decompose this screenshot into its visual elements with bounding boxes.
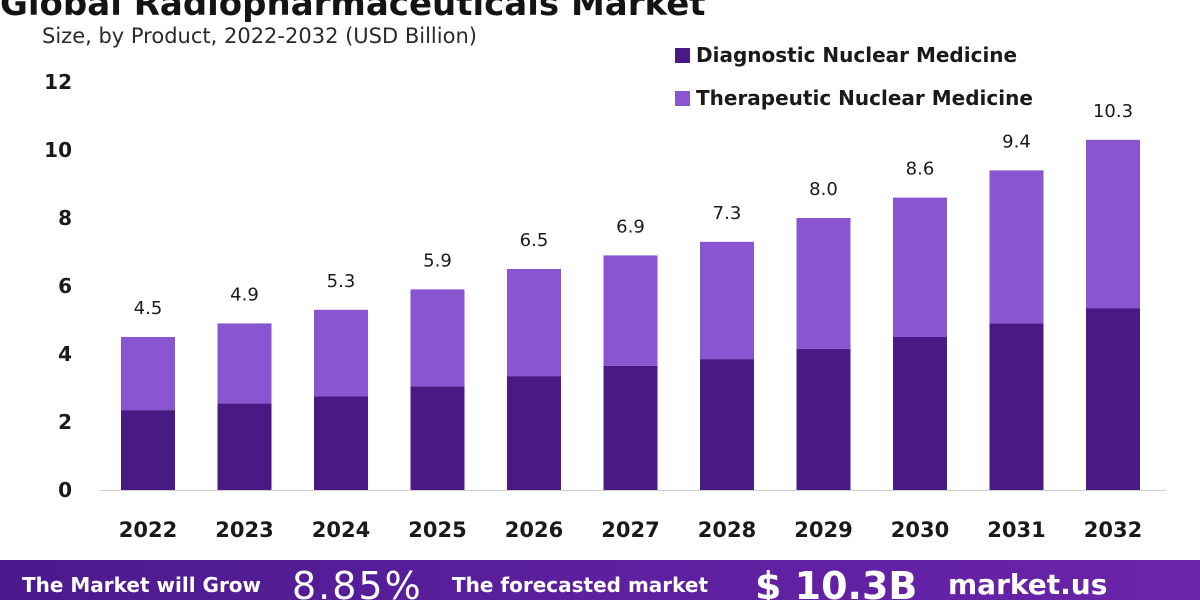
bar-diagnostic xyxy=(121,410,175,490)
x-tick-label: 2025 xyxy=(408,518,466,542)
bar-total-label: 6.9 xyxy=(616,216,645,237)
x-tick-label: 2028 xyxy=(698,518,756,542)
bar-diagnostic xyxy=(700,359,754,490)
bar-total-label: 4.5 xyxy=(134,298,163,319)
x-tick-label: 2029 xyxy=(794,518,852,542)
bar-therapeutic xyxy=(796,218,851,349)
y-tick-label: 4 xyxy=(58,342,72,366)
bar-diagnostic xyxy=(989,323,1044,490)
x-tick-label: 2032 xyxy=(1084,518,1142,542)
x-tick-label: 2030 xyxy=(891,518,949,542)
bar-therapeutic xyxy=(507,269,561,377)
y-tick-label: 10 xyxy=(44,138,72,162)
bar-diagnostic xyxy=(217,403,272,490)
y-tick-label: 2 xyxy=(58,410,72,434)
bar-total-label: 5.9 xyxy=(423,250,452,271)
chart-title: Global Radiopharmaceuticals Market xyxy=(0,0,706,22)
bar-total-label: 8.6 xyxy=(906,159,935,180)
legend-item-diagnostic: Diagnostic Nuclear Medicine xyxy=(675,43,1033,67)
x-tick-label: 2031 xyxy=(987,518,1045,542)
bar-therapeutic xyxy=(989,170,1044,324)
bar-therapeutic xyxy=(121,337,175,411)
x-tick-label: 2023 xyxy=(215,518,273,542)
bar-therapeutic xyxy=(603,255,658,366)
bar-total-label: 5.3 xyxy=(327,271,356,292)
legend-label-diagnostic: Diagnostic Nuclear Medicine xyxy=(696,43,1018,67)
legend-item-therapeutic: Therapeutic Nuclear Medicine xyxy=(675,86,1033,110)
x-tick-label: 2027 xyxy=(601,518,659,542)
footer-brand-logo: market.us xyxy=(948,568,1108,600)
bar-therapeutic xyxy=(217,323,272,404)
bar-diagnostic xyxy=(314,396,368,490)
bar-therapeutic xyxy=(893,197,947,337)
footer-forecast-value: $ 10.3B xyxy=(755,564,918,600)
bar-total-label: 8.0 xyxy=(809,179,838,200)
legend: Diagnostic Nuclear Medicine Therapeutic … xyxy=(675,43,1033,130)
bar-therapeutic xyxy=(700,241,754,360)
bar-diagnostic xyxy=(603,365,658,490)
bar-total-label: 6.5 xyxy=(520,230,549,251)
footer-banner: The Market will Grow 8.85% The forecaste… xyxy=(0,560,1200,600)
bar-chart: 0 2 4 6 8 10 12 4.5 2022 4.9 2023 5.3 2024 5.9 2025 6.5… xyxy=(44,70,1166,542)
y-tick-label: 0 xyxy=(58,478,72,502)
x-tick-label: 2026 xyxy=(505,518,563,542)
bar-diagnostic xyxy=(893,337,947,490)
legend-swatch-therapeutic xyxy=(675,90,690,106)
bar-therapeutic xyxy=(410,289,465,387)
y-tick-label: 8 xyxy=(58,206,72,230)
legend-swatch-diagnostic xyxy=(675,47,690,63)
bar-total-label: 9.4 xyxy=(1002,131,1031,152)
bar-total-label: 4.9 xyxy=(230,284,259,305)
chart-subtitle: Size, by Product, 2022-2032 (USD Billion… xyxy=(42,24,477,48)
bar-total-label: 10.3 xyxy=(1093,101,1133,122)
bar-diagnostic xyxy=(1086,308,1140,490)
bar-diagnostic xyxy=(410,386,465,490)
bar-diagnostic xyxy=(796,348,851,490)
bar-therapeutic xyxy=(1086,139,1140,309)
x-tick-label: 2022 xyxy=(119,518,177,542)
footer-forecast-label: The forecasted market xyxy=(452,573,709,597)
y-tick-label: 12 xyxy=(44,70,72,94)
y-tick-label: 6 xyxy=(58,274,72,298)
bar-diagnostic xyxy=(507,376,561,490)
bar-therapeutic xyxy=(314,309,368,397)
legend-label-therapeutic: Therapeutic Nuclear Medicine xyxy=(696,86,1033,110)
footer-grow-label: The Market will Grow xyxy=(22,573,262,597)
bar-total-label: 7.3 xyxy=(713,203,742,224)
x-tick-label: 2024 xyxy=(312,518,370,542)
footer-cagr: 8.85% xyxy=(292,564,423,600)
